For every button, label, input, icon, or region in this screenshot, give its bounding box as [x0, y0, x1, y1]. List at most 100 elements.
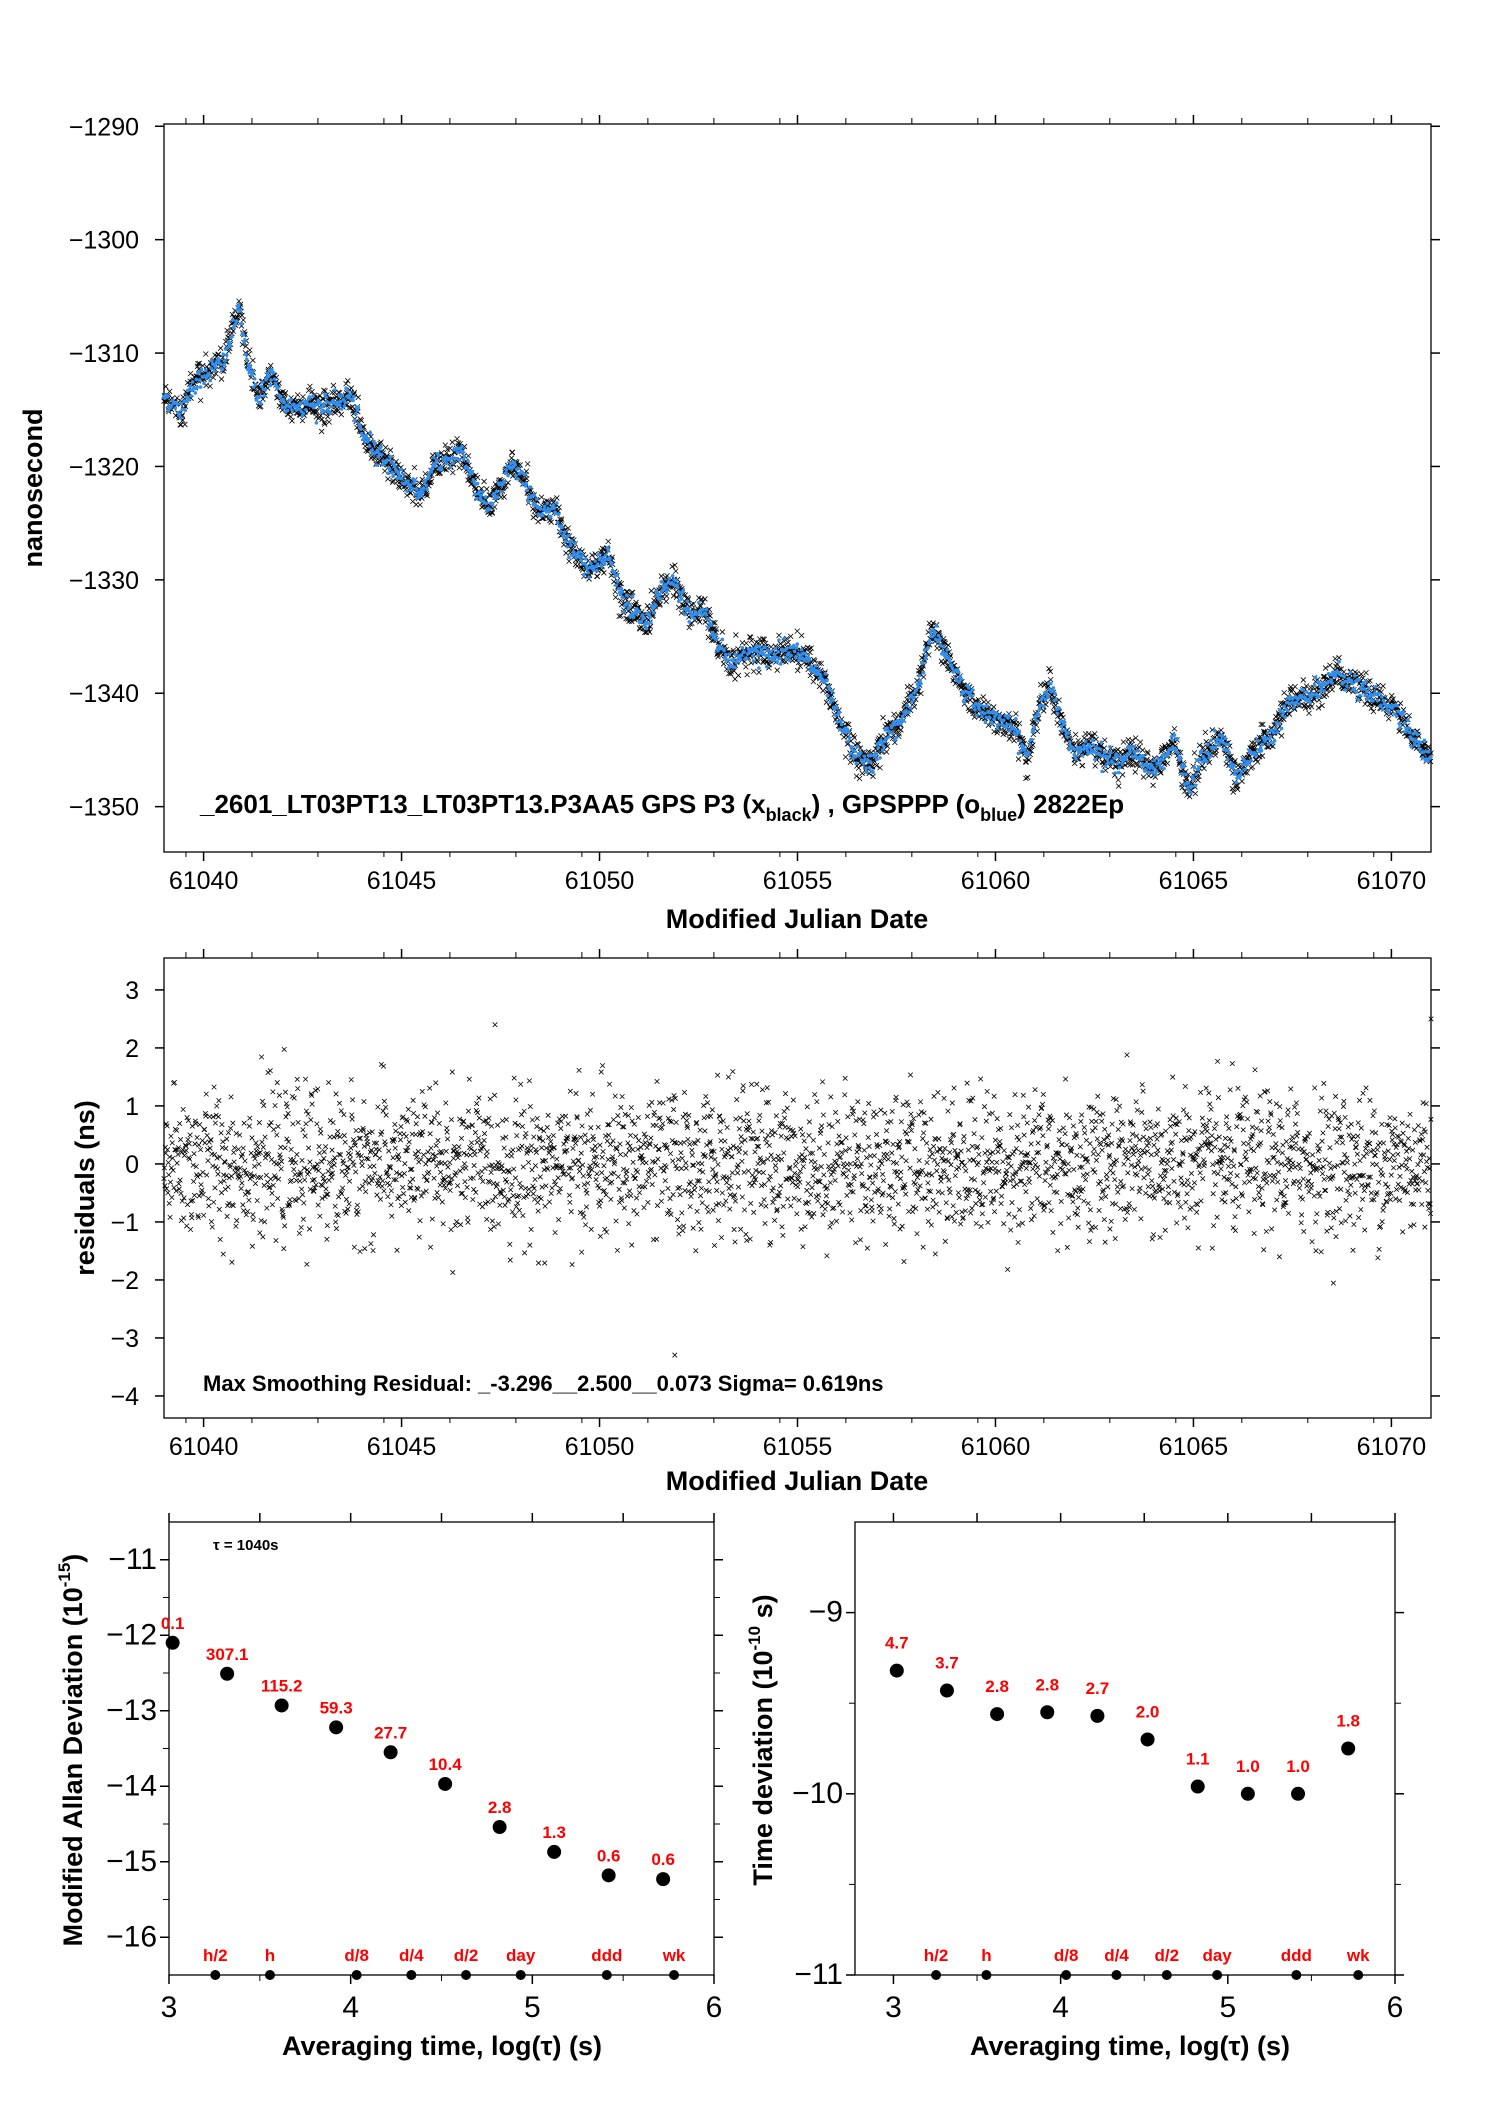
gpsppp-point — [397, 473, 401, 477]
gps-p3-point — [315, 395, 321, 401]
gpsppp-point — [606, 548, 611, 553]
gps-p3-point — [756, 669, 762, 676]
gpsppp-point — [1154, 769, 1158, 773]
residual-point — [170, 1167, 176, 1173]
residual-point — [343, 1172, 349, 1179]
gps-p3-point — [1115, 783, 1122, 789]
gpsppp-point — [282, 400, 287, 405]
gpsppp-point — [697, 600, 701, 605]
gpsppp-point — [1406, 718, 1410, 722]
gpsppp-point — [653, 602, 658, 607]
gps-p3-point — [743, 640, 750, 647]
gpsppp-point — [867, 766, 872, 770]
residual-point — [252, 1180, 259, 1187]
x-tick-label: 61050 — [565, 867, 635, 895]
residual-point — [204, 1132, 210, 1138]
gps-p3-point — [975, 696, 982, 703]
gps-p3-point — [177, 421, 183, 428]
gps-p3-point — [747, 634, 754, 641]
residual-point — [225, 1184, 231, 1190]
gpsppp-point — [342, 404, 347, 408]
gps-p3-point — [1026, 757, 1032, 763]
gpsppp-point — [304, 408, 308, 412]
gps-p3-point — [1047, 668, 1054, 675]
residual-point — [177, 1177, 183, 1183]
gpsppp-point — [400, 476, 404, 481]
residual-point — [260, 1234, 266, 1240]
gps-p3-point — [387, 447, 394, 453]
residual-point — [302, 1076, 309, 1082]
residual-point — [275, 1123, 281, 1130]
gpsppp-point — [784, 656, 788, 661]
gpsppp-point — [1204, 759, 1209, 764]
gps-p3-point — [1056, 697, 1062, 703]
gpsppp-point — [1373, 685, 1378, 689]
gpsppp-point — [237, 303, 241, 307]
gpsppp-point — [825, 693, 830, 698]
gpsppp-point — [328, 411, 333, 416]
gpsppp-point — [1186, 781, 1191, 785]
gpsppp-point — [882, 739, 887, 744]
y-tick-label: −1350 — [69, 794, 139, 822]
residual-point — [340, 1160, 347, 1167]
gps-p3-point — [1367, 677, 1373, 684]
gpsppp-point — [1401, 710, 1406, 714]
gpsppp-point — [612, 570, 617, 575]
gpsppp-point — [1099, 740, 1104, 744]
gps-p3-point — [980, 694, 987, 700]
gpsppp-point — [1364, 680, 1368, 684]
gpsppp-point — [318, 401, 322, 405]
residual-point — [221, 1178, 227, 1184]
residual-point — [196, 1193, 202, 1199]
gps-p3-point — [892, 739, 898, 746]
gpsppp-point — [1074, 757, 1078, 761]
gpsppp-point — [1212, 728, 1217, 733]
gps-p3-point — [904, 683, 911, 690]
residual-point — [324, 1236, 330, 1242]
residual-point — [282, 1089, 289, 1095]
residual-point — [249, 1135, 255, 1141]
residual-point — [291, 1095, 297, 1101]
y-tick-label: −3 — [110, 1325, 139, 1353]
residual-point — [246, 1197, 252, 1203]
gps-p3-point — [750, 668, 757, 675]
gpsppp-point — [1102, 750, 1107, 755]
residual-point — [165, 1190, 171, 1196]
gpsppp-point — [956, 670, 961, 674]
gpsppp-point — [1057, 706, 1062, 711]
gps-p3-point — [405, 472, 412, 479]
gpsppp-point — [1238, 773, 1243, 777]
gpsppp-point — [455, 450, 460, 454]
residual-point — [211, 1199, 217, 1205]
gpsppp-point — [1151, 766, 1156, 771]
gps-p3-point — [719, 629, 726, 635]
residual-point — [257, 1230, 263, 1236]
gpsppp-point — [253, 382, 258, 387]
gps-p3-point — [294, 392, 301, 398]
gpsppp-point — [996, 722, 1001, 727]
gpsppp-point — [562, 530, 567, 534]
gpsppp-point — [664, 590, 669, 594]
gps-p3-point — [794, 667, 801, 674]
gpsppp-point — [234, 319, 239, 323]
gpsppp-point — [401, 472, 406, 477]
gpsppp-point — [207, 373, 212, 377]
gpsppp-point — [425, 487, 429, 492]
residual-point — [201, 1212, 207, 1218]
gps-p3-point — [1011, 719, 1018, 726]
gpsppp-point — [420, 494, 424, 498]
gpsppp-point — [980, 714, 984, 719]
residual-point — [357, 1248, 363, 1255]
gpsppp-point — [595, 562, 600, 567]
gps-p3-point — [631, 602, 637, 609]
gpsppp-point — [659, 580, 664, 584]
gpsppp-point — [566, 533, 570, 538]
gpsppp-point — [228, 343, 233, 348]
gpsppp-point — [839, 719, 843, 723]
gpsppp-point — [1117, 765, 1122, 770]
gpsppp-point — [475, 481, 480, 486]
gpsppp-point — [1125, 752, 1130, 757]
residual-point — [268, 1176, 274, 1182]
gpsppp-point — [1193, 783, 1198, 788]
residual-point — [258, 1217, 264, 1224]
